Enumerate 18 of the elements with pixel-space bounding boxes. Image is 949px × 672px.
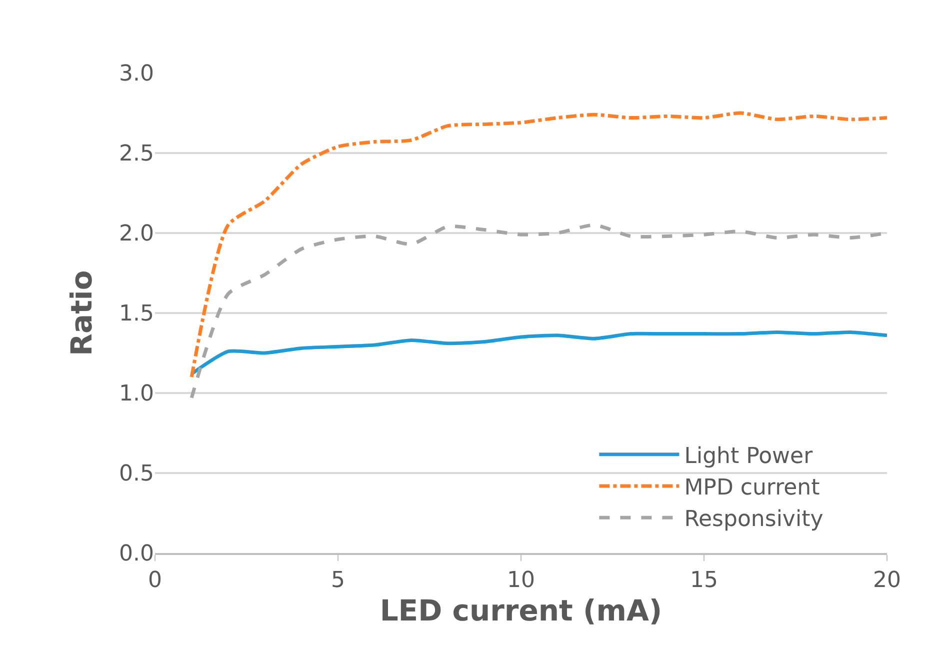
y-tick-label: 3.0: [119, 62, 154, 87]
legend-label: Responsivity: [684, 507, 824, 532]
y-tick-label: 1.5: [119, 302, 154, 327]
legend-label: MPD current: [684, 476, 820, 501]
x-tick-label: 5: [331, 568, 345, 594]
y-axis-title: Ratio: [64, 270, 98, 356]
x-tick-label: 15: [690, 568, 718, 594]
y-tick-label: 2.0: [119, 222, 154, 247]
x-axis-title: LED current (mA): [380, 593, 662, 628]
y-tick-label: 0.0: [119, 542, 154, 567]
x-tick-label: 0: [148, 568, 162, 594]
x-tick-label: 10: [507, 568, 535, 594]
legend-label: Light Power: [684, 444, 814, 469]
y-tick-label: 0.5: [119, 462, 154, 487]
y-tick-label: 2.5: [119, 142, 154, 167]
y-tick-label: 1.0: [119, 382, 154, 407]
line-series: [190, 111, 887, 379]
x-tick-label: 20: [873, 568, 901, 594]
